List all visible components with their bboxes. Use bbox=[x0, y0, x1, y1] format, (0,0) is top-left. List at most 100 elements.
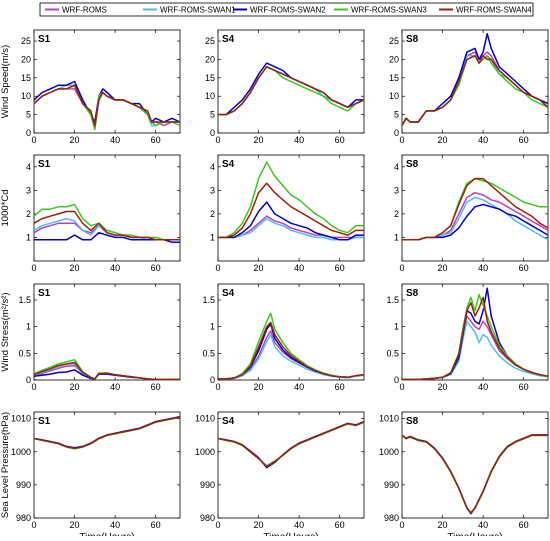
y-tick-label: 1 bbox=[26, 322, 31, 332]
x-tick-label: 0 bbox=[399, 382, 404, 392]
x-tick-label: 40 bbox=[294, 520, 304, 530]
x-tick-label: 0 bbox=[215, 263, 220, 273]
panel-sea-level-pressure-s8: 0 20 40 60 980 990 1000 1010 S8 Time(Hours) bbox=[379, 411, 549, 541]
y-tick-label: 3 bbox=[394, 185, 399, 195]
y-tick-label: 0 bbox=[26, 128, 31, 138]
y-tick-label: 4 bbox=[26, 162, 31, 172]
x-tick-label: 60 bbox=[151, 135, 161, 145]
panel-label: S8 bbox=[406, 34, 419, 45]
y-tick-label: 4 bbox=[210, 162, 215, 172]
y-tick-label: 15 bbox=[389, 73, 399, 83]
series-line-wrf-roms-swan4 bbox=[402, 296, 549, 381]
y-tick-label: 20 bbox=[205, 54, 215, 64]
x-axis-label: Time(Hours) bbox=[79, 532, 134, 536]
x-tick-label: 20 bbox=[438, 263, 448, 273]
x-tick-label: 20 bbox=[254, 135, 264, 145]
y-tick-label: 20 bbox=[21, 54, 31, 64]
x-tick-label: 60 bbox=[335, 520, 345, 530]
panel-label: S8 bbox=[406, 416, 419, 427]
x-tick-label: 60 bbox=[335, 135, 345, 145]
y-tick-label: 1 bbox=[26, 232, 31, 242]
y-tick-label: 4 bbox=[394, 162, 399, 172]
series-line-wrf-roms-swan3 bbox=[33, 203, 180, 241]
panel-wind-speed-s4: 0 20 40 60 0 5 10 15 20 25 S4 bbox=[205, 29, 365, 145]
panel-frame bbox=[33, 411, 181, 519]
x-tick-label: 0 bbox=[215, 382, 220, 392]
panel-frame bbox=[217, 154, 365, 262]
x-tick-label: 0 bbox=[31, 520, 36, 530]
x-tick-label: 60 bbox=[151, 520, 161, 530]
y-tick-label: 990 bbox=[200, 480, 215, 490]
panel-sea-level-pressure-s4: 0 20 40 60 980 990 1000 1010 S4 Time(Hours) bbox=[195, 411, 365, 541]
legend-label-4: WRF-ROMS-SWAN3 bbox=[351, 6, 427, 15]
y-tick-label: 5 bbox=[26, 110, 31, 120]
y-tick-label: 1010 bbox=[379, 414, 399, 424]
x-tick-label: 40 bbox=[110, 263, 120, 273]
panel-frame bbox=[33, 283, 181, 381]
y-tick-label: 980 bbox=[384, 513, 399, 523]
series-line-wrf-roms-swan4 bbox=[33, 84, 180, 127]
y-tick-label: 980 bbox=[16, 513, 31, 523]
y-tick-label: 0 bbox=[26, 375, 31, 385]
panel-wind-stress-s1: 0 20 40 60 0 0.5 1 1.5 S1 Wind Stress(m²/s²) bbox=[0, 283, 181, 392]
panel-drag-coefficient-s4: 0 20 40 60 1 2 3 4 S4 bbox=[210, 154, 365, 273]
y-tick-label: 15 bbox=[205, 73, 215, 83]
x-tick-label: 20 bbox=[70, 135, 80, 145]
y-tick-label: 1.5 bbox=[202, 295, 215, 305]
y-tick-label: 1.5 bbox=[18, 295, 31, 305]
panel-frame bbox=[401, 154, 549, 262]
panel-frame bbox=[33, 29, 181, 134]
panel-label: S4 bbox=[222, 159, 235, 170]
y-axis-label: Wind Speed(m/s) bbox=[0, 45, 11, 118]
panel-wind-speed-s8: 0 20 40 60 0 5 10 15 20 25 S8 bbox=[389, 29, 549, 145]
x-tick-label: 20 bbox=[438, 382, 448, 392]
y-tick-label: 2 bbox=[26, 209, 31, 219]
legend: WRF-ROMS WRF-ROMS-SWAN1 WRF-ROMS-SWAN2 WRF-… bbox=[39, 2, 534, 17]
x-tick-label: 20 bbox=[70, 263, 80, 273]
x-tick-label: 60 bbox=[519, 382, 529, 392]
panel-wind-speed-s1: 0 20 40 60 0 5 10 15 20 25 S1 Wind Speed(m/s) bbox=[0, 29, 181, 145]
x-tick-label: 0 bbox=[399, 135, 404, 145]
panel-sea-level-pressure-s1: 0 20 40 60 980 990 1000 1010 S1 Sea Level Pressur… bbox=[0, 411, 181, 541]
y-axis-label: Wind Stress(m²/s²) bbox=[0, 292, 11, 371]
x-tick-label: 20 bbox=[438, 135, 448, 145]
x-tick-label: 40 bbox=[110, 520, 120, 530]
x-tick-label: 20 bbox=[70, 382, 80, 392]
legend-box bbox=[39, 2, 534, 17]
series-line-wrf-roms-swan4 bbox=[33, 361, 180, 381]
x-tick-label: 60 bbox=[151, 263, 161, 273]
x-tick-label: 20 bbox=[438, 520, 448, 530]
x-tick-label: 0 bbox=[399, 520, 404, 530]
y-tick-label: 2 bbox=[394, 209, 399, 219]
y-tick-label: 1 bbox=[210, 232, 215, 242]
panel-label: S1 bbox=[38, 288, 51, 299]
x-tick-label: 40 bbox=[478, 135, 488, 145]
y-tick-label: 20 bbox=[389, 54, 399, 64]
y-tick-label: 0 bbox=[394, 375, 399, 385]
panel-frame bbox=[217, 283, 365, 381]
panel-label: S1 bbox=[38, 159, 51, 170]
series-line-wrf-roms-swan4 bbox=[401, 55, 549, 126]
series-line-wrf-roms-swan4 bbox=[218, 66, 365, 116]
x-tick-label: 20 bbox=[254, 263, 264, 273]
x-tick-label: 0 bbox=[215, 135, 220, 145]
x-tick-label: 40 bbox=[478, 382, 488, 392]
series-line-wrf-roms-swan4 bbox=[33, 210, 180, 241]
y-tick-label: 1 bbox=[394, 322, 399, 332]
x-tick-label: 40 bbox=[294, 382, 304, 392]
y-tick-label: 990 bbox=[384, 480, 399, 490]
y-tick-label: 25 bbox=[205, 36, 215, 46]
series-line-wrf-roms-swan4 bbox=[218, 182, 364, 239]
y-tick-label: 990 bbox=[16, 480, 31, 490]
y-tick-label: 0 bbox=[210, 375, 215, 385]
panel-wind-stress-s8: 0 20 40 60 0 0.5 1 1.5 S8 bbox=[386, 283, 549, 392]
y-tick-label: 10 bbox=[21, 91, 31, 101]
y-tick-label: 1.5 bbox=[386, 295, 399, 305]
y-tick-label: 0 bbox=[210, 128, 215, 138]
series-line-wrf-roms-swan2 bbox=[218, 201, 364, 241]
y-tick-label: 10 bbox=[389, 91, 399, 101]
panel-frame bbox=[33, 154, 181, 262]
x-tick-label: 60 bbox=[335, 263, 345, 273]
